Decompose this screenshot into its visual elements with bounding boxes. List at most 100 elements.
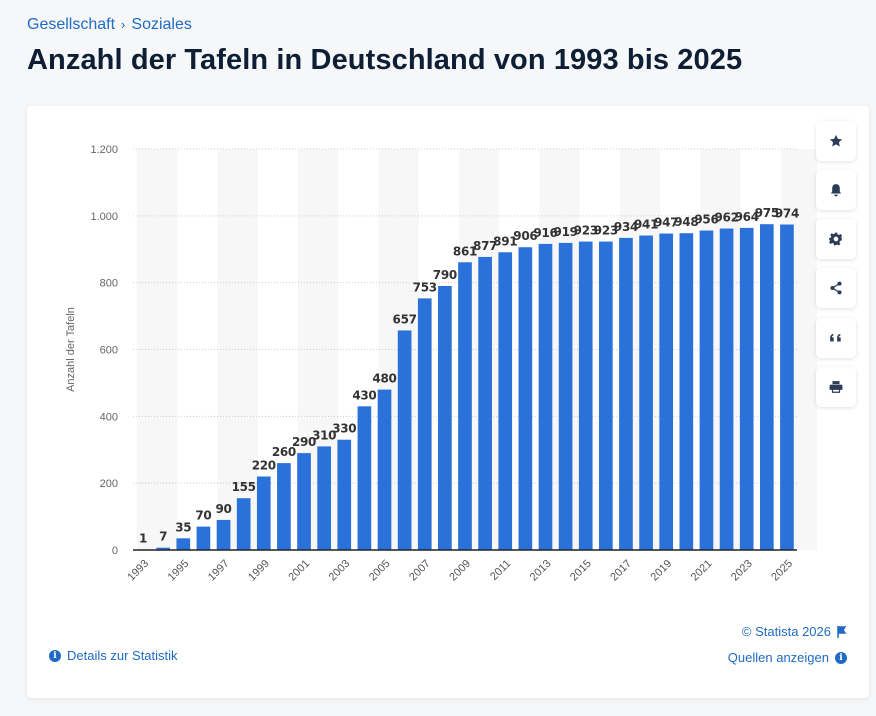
bar [216,519,231,550]
sources-label: Quellen anzeigen [727,650,829,665]
info-icon: i [835,651,847,664]
y-tick-label: 800 [100,278,118,290]
data-label: 480 [372,372,396,386]
favorite-button[interactable] [816,121,856,161]
x-tick-label: 1995 [166,558,192,584]
bar [156,547,171,550]
bar [498,252,513,550]
y-tick-label: 1.200 [90,144,118,156]
x-tick-label: 2009 [447,558,473,584]
data-label: 956 [694,213,718,227]
notification-button[interactable] [816,170,856,210]
x-tick-label: 2019 [649,558,675,584]
data-label: 220 [252,458,276,472]
y-tick-label: 1.000 [90,211,118,223]
x-tick-label: 2013 [528,558,554,584]
data-label: 753 [413,280,437,294]
star-icon [829,134,843,147]
x-tick-label: 2023 [729,558,755,584]
bar [438,286,452,550]
data-label: 934 [614,220,638,234]
bar [256,476,271,550]
data-label: 923 [594,224,618,238]
background-band [217,149,258,550]
data-label: 260 [272,445,296,459]
bar [759,224,774,550]
y-axis-label: Anzahl der Tafeln [65,307,77,392]
print-button[interactable] [816,367,856,407]
sources-link[interactable]: Quellen anzeigen i [728,650,847,665]
x-tick-label: 2003 [327,558,353,584]
breadcrumb-item-soziales[interactable]: Soziales [131,16,192,33]
data-label: 974 [775,207,799,221]
x-tick-label: 1993 [125,558,151,584]
x-tick-label: 2015 [568,558,594,584]
bar [699,230,714,550]
bar [639,235,653,550]
data-label: 964 [735,210,759,224]
breadcrumb-separator: › [121,17,126,32]
gear-icon [829,232,843,246]
data-label: 70 [195,509,211,523]
data-label: 35 [175,520,191,534]
x-tick-label: 2001 [286,558,312,584]
bar [659,233,674,550]
bar [679,233,694,550]
data-label: 310 [312,428,336,442]
cite-button[interactable] [816,318,856,358]
breadcrumb-item-gesellschaft[interactable]: Gesellschaft [27,16,116,33]
page-title: Anzahl der Tafeln in Deutschland von 199… [27,44,743,76]
bar [719,228,734,550]
flag-icon [837,625,847,638]
data-label: 962 [714,211,738,225]
data-label: 877 [473,239,497,253]
bar [357,406,372,550]
x-tick-label: 2021 [689,558,715,584]
details-label: Details zur Statistik [67,648,178,663]
data-label: 947 [654,216,678,230]
x-tick-label: 2007 [407,558,433,584]
x-tick-label: 2011 [488,558,513,583]
data-label: 916 [533,226,557,240]
bar [619,237,633,550]
y-tick-label: 600 [100,345,118,357]
copyright[interactable]: © Statista 2026 [742,624,847,639]
details-link[interactable]: i Details zur Statistik [49,648,178,663]
bar [176,538,191,550]
x-tick-label: 2025 [769,558,795,584]
data-label: 155 [232,480,256,494]
data-label: 948 [674,215,698,229]
bar [558,242,573,551]
data-label: 919 [554,225,578,239]
x-tick-label: 2005 [367,558,393,584]
bar [196,526,211,550]
data-label: 1 [139,532,147,546]
bar [417,298,432,550]
breadcrumb: Gesellschaft › Soziales [27,16,192,34]
bar [739,227,754,550]
bar [478,256,492,550]
chart-card: 0 200 400 600 800 1.000 1.200 Anzahl der Tafeln… [27,106,869,698]
bell-icon [830,184,842,197]
settings-button[interactable] [816,219,856,259]
x-tick-label: 1997 [206,558,232,584]
data-label: 430 [352,388,376,402]
bar [277,463,291,550]
y-tick-label: 400 [100,411,118,423]
bar [538,243,553,551]
share-icon [830,281,842,295]
bar [518,247,533,550]
data-label: 290 [292,435,316,449]
bar [317,446,331,550]
x-tick-label: 1999 [246,558,272,584]
data-label: 975 [755,206,779,220]
data-label: 90 [215,502,231,516]
data-label: 906 [513,229,537,243]
bar [599,241,613,551]
bar [780,224,794,550]
data-label: 790 [433,268,457,282]
bar [458,262,472,550]
bar-chart: 0 200 400 600 800 1.000 1.200 Anzahl der Tafeln… [65,144,817,584]
share-button[interactable] [816,268,856,308]
y-tick-label: 0 [112,545,118,557]
